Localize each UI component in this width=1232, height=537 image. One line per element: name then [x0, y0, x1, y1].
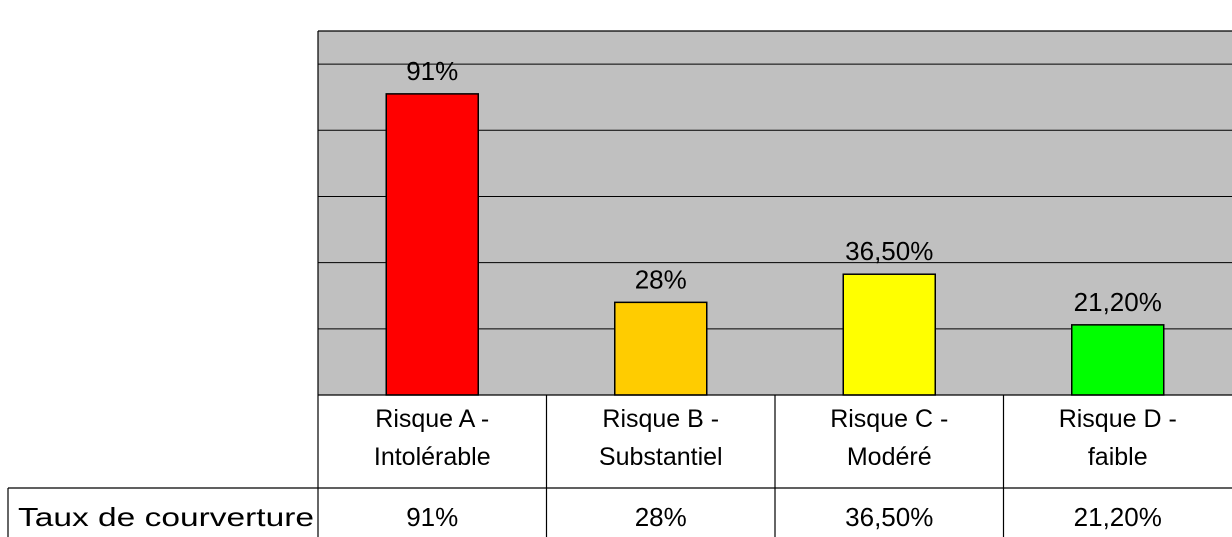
category-label: Risque A -: [375, 405, 489, 433]
category-label: Modéré: [847, 443, 932, 471]
category-label: Intolérable: [374, 443, 491, 471]
data-label: 36,50%: [845, 236, 933, 266]
table-value: 21,20%: [1074, 502, 1162, 532]
table-value: 28%: [635, 502, 687, 532]
data-table: Risque A - Intolérable Risque B - Substanti…: [7, 394, 1232, 537]
table-value: 91%: [406, 502, 458, 532]
category-label: Risque B -: [602, 405, 719, 433]
bar: [1071, 324, 1165, 396]
series-name: Taux de courverture: [18, 502, 314, 532]
bar: [385, 93, 479, 396]
category-label: Risque C -: [830, 405, 948, 433]
bar: [842, 273, 936, 396]
category-label: faible: [1088, 443, 1148, 471]
category-label: Substantiel: [599, 443, 723, 471]
bar: [614, 301, 708, 396]
value-labels: 91% 28% 36,50% 21,20%: [406, 56, 1162, 317]
data-label: 21,20%: [1074, 287, 1162, 317]
data-label: 91%: [406, 56, 458, 86]
category-label: Risque D -: [1059, 405, 1177, 433]
data-label: 28%: [635, 264, 687, 294]
table-value: 36,50%: [845, 502, 933, 532]
